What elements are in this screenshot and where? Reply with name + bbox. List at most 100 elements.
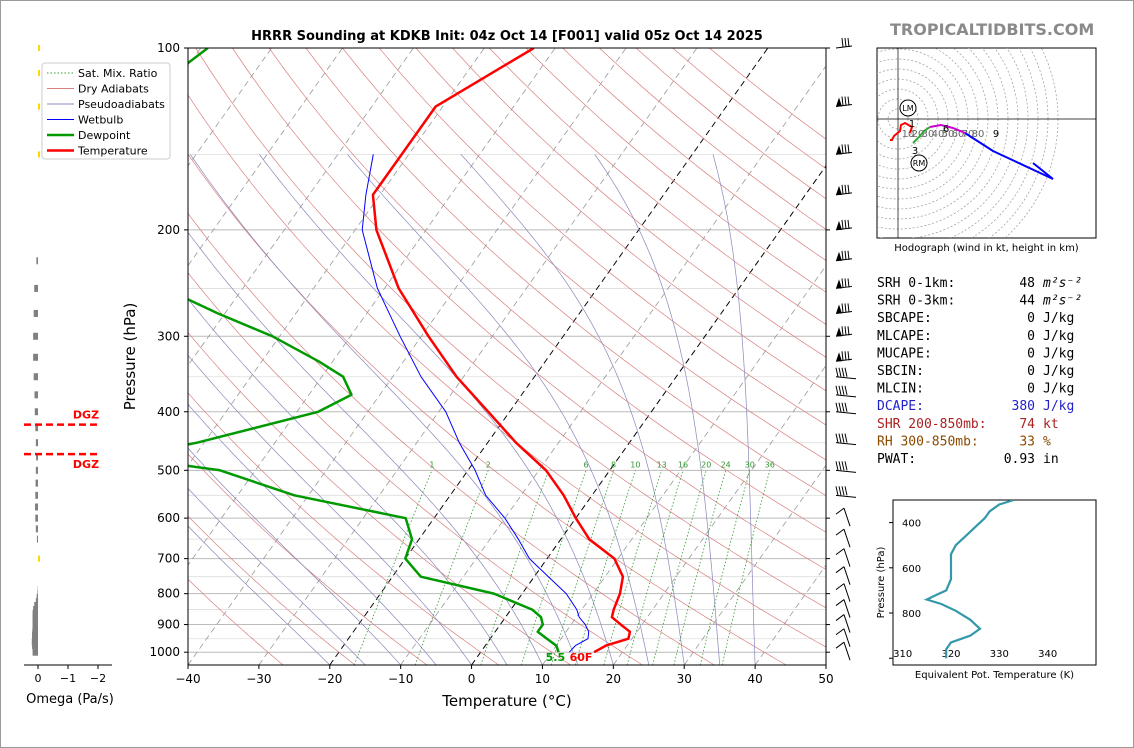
- index-value: 0: [1027, 364, 1035, 379]
- index-unit: in: [1043, 452, 1059, 467]
- barb-flag: [844, 433, 848, 443]
- barb-flag: [838, 367, 842, 377]
- x-tick-label: 20: [606, 672, 621, 686]
- barb-flag: [841, 326, 844, 336]
- wind-barb-glyph: [835, 144, 853, 155]
- x-tick-label: −10: [388, 672, 413, 686]
- skewt-x-label: Temperature (°C): [441, 692, 571, 710]
- barb-pennant: [836, 220, 842, 230]
- surface-temperature-label: 60F: [570, 651, 593, 664]
- barb-flag: [835, 599, 845, 606]
- index-value: 74: [1019, 417, 1035, 432]
- barb-flag: [844, 303, 847, 313]
- barb-flag: [835, 641, 845, 649]
- mixing-ratio-label: 8: [611, 460, 616, 469]
- wind-barb-glyph: [835, 599, 851, 618]
- barb-flag: [838, 385, 842, 395]
- legend-label: Dewpoint: [78, 129, 131, 142]
- dry-adiabat-line: [268, 48, 826, 533]
- barb-flag: [835, 583, 845, 591]
- dry-adiabat-line: [305, 48, 826, 497]
- barb-flag: [841, 461, 845, 471]
- hodograph-ring-label: 20: [912, 129, 925, 140]
- mixing-ratio-line: [550, 470, 614, 665]
- wind-barb-glyph: [835, 507, 851, 527]
- dry-adiabat-line: [415, 48, 826, 392]
- barb-flag: [835, 433, 839, 443]
- barb-shaft: [843, 507, 851, 527]
- isotherm-line: [188, 48, 556, 566]
- skewt-y-label: Pressure (hPa): [121, 303, 139, 411]
- mixing-ratio-label: 16: [678, 460, 688, 469]
- wind-barb-glyph: [835, 219, 853, 231]
- hodograph-ring-label: 50: [942, 129, 955, 140]
- pseudoadiabat-line: [594, 154, 721, 665]
- dry-adiabat-line: [342, 48, 826, 461]
- mixing-ratio-label: 24: [721, 460, 731, 469]
- barb-pennant: [836, 145, 842, 155]
- barb-flag: [844, 326, 847, 336]
- barb-flag: [835, 548, 845, 556]
- barb-pennant: [836, 327, 842, 337]
- isotherm-line: [188, 48, 627, 665]
- barb-flag: [841, 486, 845, 496]
- theta-e-y-tick-label: 800: [902, 609, 921, 620]
- legend-label: Temperature: [77, 145, 148, 158]
- barb-flag: [844, 37, 847, 48]
- theta-e-y-tick-label: 400: [902, 519, 921, 530]
- wind-barb-glyph: [835, 367, 857, 380]
- barb-flag: [841, 144, 844, 154]
- omega-bar: [36, 594, 38, 602]
- pseudoadiabat-line: [259, 154, 614, 665]
- pseudoadiabat-line: [188, 231, 543, 665]
- theta-e-profile: [923, 500, 1015, 659]
- wind-barb-glyph: [835, 583, 851, 602]
- barb-flag: [847, 37, 850, 48]
- wind-barbs: [835, 37, 857, 661]
- dry-adiabat-line: [188, 153, 787, 665]
- left-mover-label: LM: [902, 104, 913, 113]
- barb-flag: [844, 486, 848, 496]
- barb-flag: [841, 250, 844, 260]
- barb-flag: [835, 614, 845, 621]
- omega-bar: [33, 606, 38, 614]
- omega-bar: [35, 514, 38, 522]
- index-unit: %: [1043, 434, 1051, 449]
- barb-shaft: [843, 529, 851, 548]
- y-tick-label: 200: [157, 223, 180, 237]
- omega-bar: [36, 453, 38, 461]
- omega-bar: [32, 635, 38, 643]
- y-tick-label: 500: [157, 463, 180, 477]
- index-label: SBCAPE:: [877, 311, 932, 326]
- theta-e-plot-area: [923, 500, 1015, 659]
- omega-x-tick-label: 0: [35, 672, 42, 685]
- hodograph-height-label: 9: [993, 129, 999, 140]
- legend-label: Sat. Mix. Ratio: [78, 67, 158, 80]
- omega-bar-positive: [38, 45, 40, 51]
- dry-adiabat-line: [188, 578, 284, 665]
- watermark: TROPICALTIDBITS.COM: [890, 20, 1095, 39]
- omega-bar: [33, 373, 38, 381]
- wind-barb-glyph: [835, 641, 851, 661]
- barb-pennant: [836, 251, 842, 261]
- pseudoadiabat-line: [188, 298, 508, 665]
- mixing-ratio-line: [626, 470, 684, 665]
- barb-flag: [838, 461, 842, 471]
- barb-shaft: [835, 442, 857, 446]
- mixing-ratio-label: 20: [701, 460, 711, 469]
- barb-flag: [838, 402, 842, 412]
- barb-flag: [847, 303, 850, 313]
- dry-adiabat-line: [188, 272, 643, 665]
- chart-legend: Sat. Mix. Ratio Dry Adiabats Pseudoadiabat…: [41, 62, 171, 160]
- barb-flag: [838, 433, 842, 443]
- wind-barb-glyph: [835, 326, 853, 337]
- barb-flag: [841, 433, 845, 443]
- wind-barb-glyph: [835, 528, 851, 548]
- barb-flag: [841, 303, 844, 313]
- omega-bar: [33, 353, 38, 361]
- index-value: 0: [1027, 346, 1035, 361]
- y-tick-label: 800: [157, 587, 180, 601]
- theta-e-y-tick-label: 600: [902, 564, 921, 575]
- theta-e-frame: [892, 499, 1097, 666]
